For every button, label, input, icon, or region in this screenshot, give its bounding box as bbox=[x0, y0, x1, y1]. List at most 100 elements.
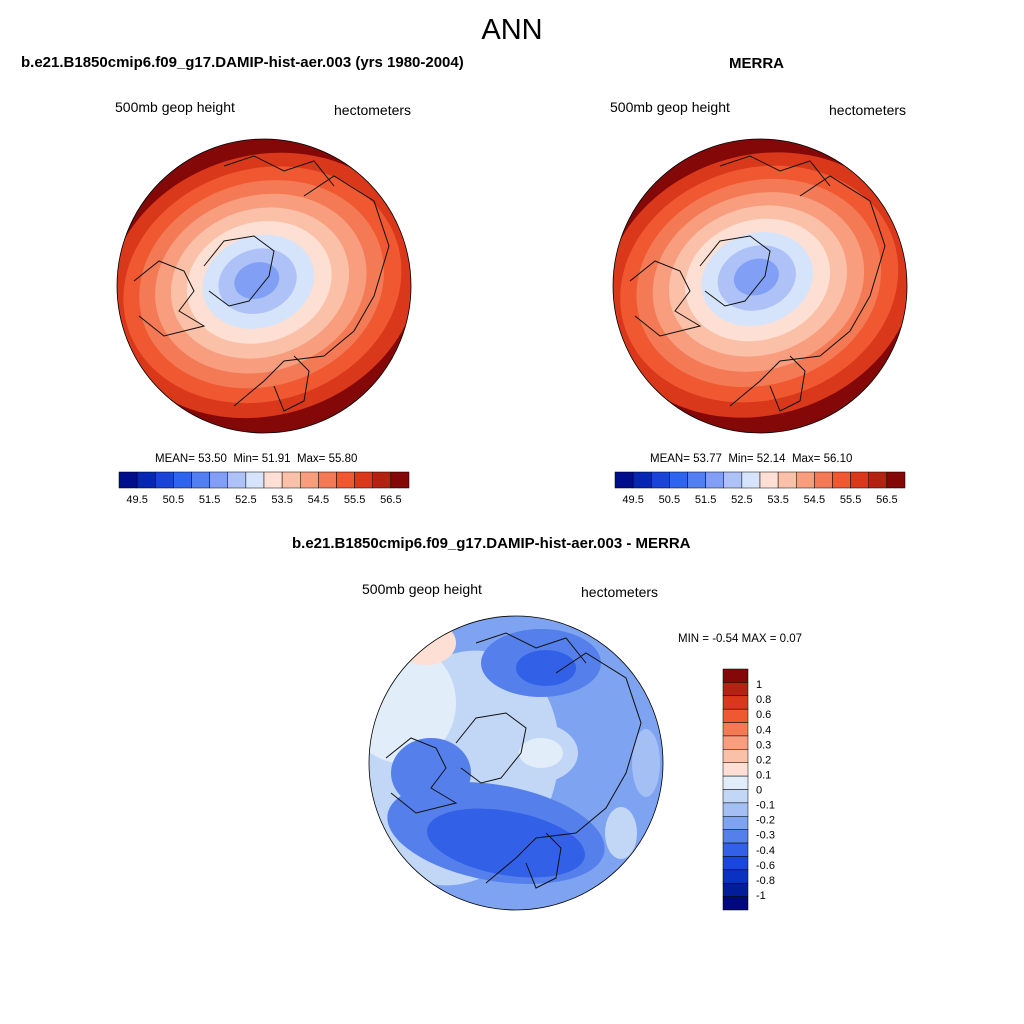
contour-band bbox=[396, 621, 456, 665]
diff-colorbar: 1 0.8 0.6 0.4 0.3 0.2 0.1 0 -0.1 -0.2 -0.3 -0.4 -0.6… bbox=[722, 668, 775, 911]
obs-min-label: Min= bbox=[728, 453, 754, 465]
diff-colorbar-swatch bbox=[722, 775, 749, 790]
diff-polar-map bbox=[368, 615, 664, 911]
diff-max-value: 0.07 bbox=[779, 633, 803, 645]
obs-colorbar-label: 50.5 bbox=[659, 494, 680, 506]
diff-colorbar-swatch bbox=[722, 896, 749, 911]
model-colorbar-swatch bbox=[318, 471, 337, 489]
coastline bbox=[203, 235, 275, 307]
diff-colorbar-label: 0.1 bbox=[756, 769, 771, 781]
diff-colorbar-swatch bbox=[722, 856, 749, 871]
diff-colorbar-swatch bbox=[722, 789, 749, 804]
obs-colorbar-swatch bbox=[796, 471, 815, 489]
diff-colorbar-label: -0.1 bbox=[756, 800, 775, 812]
model-polar-map bbox=[116, 138, 412, 434]
contour-band bbox=[605, 807, 637, 859]
coastline bbox=[385, 737, 458, 814]
coastline bbox=[769, 355, 806, 412]
obs-colorbar-label: 49.5 bbox=[622, 494, 643, 506]
obs-colorbar: 49.5 50.5 51.5 52.5 53.5 54.5 55.5 56.5 bbox=[614, 471, 906, 506]
contour-band bbox=[234, 262, 280, 300]
obs-colorbar-swatch bbox=[777, 471, 797, 489]
model-colorbar-swatch bbox=[209, 471, 228, 489]
coastline bbox=[629, 260, 702, 337]
model-panel-title: b.e21.B1850cmip6.f09_g17.DAMIP-hist-aer.… bbox=[21, 54, 464, 71]
diff-colorbar-swatch bbox=[722, 816, 749, 830]
diff-min-value: -0.54 bbox=[712, 633, 739, 645]
diff-min-label: MIN = bbox=[678, 633, 709, 645]
obs-map-border bbox=[612, 138, 908, 434]
model-colorbar-label: 49.5 bbox=[126, 494, 147, 506]
model-colorbar-label: 53.5 bbox=[271, 494, 292, 506]
model-colorbar-swatch bbox=[136, 471, 156, 489]
diff-colorbar-label: 0.4 bbox=[756, 724, 771, 736]
obs-min-value: 52.14 bbox=[756, 453, 786, 465]
coastline bbox=[525, 832, 562, 889]
model-units-label: hectometers bbox=[334, 102, 412, 118]
diff-map-border bbox=[368, 615, 664, 911]
model-max-value: 55.80 bbox=[328, 453, 358, 465]
model-mean-label: MEAN= bbox=[155, 453, 195, 465]
model-min-value: 51.91 bbox=[261, 453, 291, 465]
contour-band bbox=[632, 729, 660, 797]
coastline bbox=[223, 155, 335, 187]
obs-stats: MEAN= 53.77 Min= 52.14 Max= 56.10 bbox=[650, 453, 852, 465]
obs-mean-label: MEAN= bbox=[650, 453, 690, 465]
model-colorbar-swatch bbox=[336, 471, 355, 489]
diff-colorbar-label: 0.8 bbox=[756, 694, 771, 706]
diff-colorbar-swatch bbox=[722, 749, 749, 763]
diff-colorbar-label: -0.6 bbox=[756, 860, 775, 872]
coastline bbox=[233, 175, 390, 407]
obs-max-value: 56.10 bbox=[823, 453, 853, 465]
model-max-label: Max= bbox=[296, 453, 326, 465]
diff-colorbar-swatch bbox=[722, 668, 749, 683]
diff-colorbar-label: -0.2 bbox=[756, 815, 775, 827]
model-colorbar: 49.5 50.5 51.5 52.5 53.5 54.5 55.5 56.5 bbox=[118, 471, 410, 506]
model-mean-value: 53.50 bbox=[198, 453, 227, 465]
coastline bbox=[485, 652, 642, 884]
model-colorbar-swatch bbox=[263, 471, 283, 489]
model-colorbar-swatch bbox=[390, 471, 410, 489]
obs-colorbar-swatch bbox=[705, 471, 724, 489]
obs-panel-title: MERRA bbox=[729, 55, 784, 72]
diff-panel-title: b.e21.B1850cmip6.f09_g17.DAMIP-hist-aer.… bbox=[292, 535, 691, 552]
model-colorbar-swatch bbox=[354, 471, 373, 489]
obs-polar-map bbox=[612, 138, 908, 434]
model-colorbar-label: 54.5 bbox=[308, 494, 329, 506]
obs-colorbar-swatch bbox=[814, 471, 833, 489]
obs-colorbar-swatch bbox=[850, 471, 869, 489]
obs-colorbar-label: 54.5 bbox=[804, 494, 825, 506]
diff-colorbar-label: -1 bbox=[756, 890, 766, 902]
diff-colorbar-label: 0 bbox=[756, 785, 762, 797]
obs-colorbar-swatch bbox=[741, 471, 761, 489]
obs-max-label: Max= bbox=[791, 453, 821, 465]
coastline bbox=[133, 260, 206, 337]
model-colorbar-label: 56.5 bbox=[380, 494, 401, 506]
model-map-border bbox=[116, 138, 412, 434]
obs-units-label: hectometers bbox=[829, 102, 907, 118]
coastline bbox=[729, 175, 886, 407]
diff-max-label: MAX = bbox=[741, 633, 777, 645]
coastline bbox=[475, 632, 587, 664]
model-colorbar-swatch bbox=[372, 471, 392, 489]
model-stats: MEAN= 53.50 Min= 51.91 Max= 55.80 bbox=[155, 453, 357, 465]
diff-colorbar-label: -0.3 bbox=[756, 830, 775, 842]
obs-colorbar-label: 51.5 bbox=[695, 494, 716, 506]
diff-colorbar-swatch bbox=[722, 842, 749, 857]
diff-units-label: hectometers bbox=[581, 584, 659, 600]
obs-colorbar-swatch bbox=[669, 471, 688, 489]
diff-colorbar-swatch bbox=[722, 802, 749, 817]
obs-colorbar-swatch bbox=[614, 471, 634, 489]
model-colorbar-label: 52.5 bbox=[235, 494, 256, 506]
diff-colorbar-swatch bbox=[722, 682, 749, 697]
obs-colorbar-swatch bbox=[687, 471, 706, 489]
model-colorbar-swatch bbox=[245, 471, 265, 489]
diff-colorbar-label: 0.3 bbox=[756, 739, 771, 751]
contour-band bbox=[391, 738, 471, 808]
obs-mean-value: 53.77 bbox=[693, 453, 722, 465]
contour-band bbox=[516, 650, 576, 686]
obs-colorbar-label: 56.5 bbox=[876, 494, 897, 506]
model-colorbar-label: 55.5 bbox=[344, 494, 365, 506]
model-colorbar-swatch bbox=[227, 471, 247, 489]
diff-colorbar-swatch bbox=[722, 882, 749, 897]
